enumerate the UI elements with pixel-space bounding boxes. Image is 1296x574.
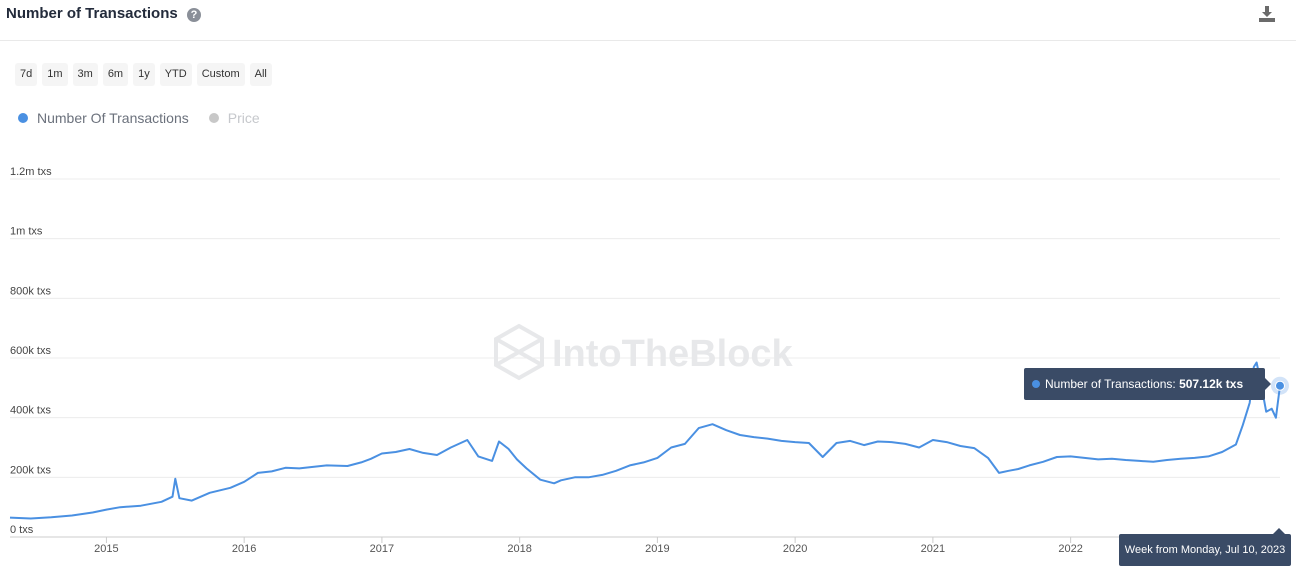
x-tick-label: 2019	[645, 543, 669, 555]
y-tick-label: 800k txs	[10, 285, 51, 297]
y-tick-label: 600k txs	[10, 345, 51, 357]
page-title: Number of Transactions	[6, 5, 178, 22]
date-tooltip-text: Week from Monday, Jul 10, 2023	[1124, 544, 1286, 556]
x-tick-label: 2016	[232, 543, 256, 555]
tooltip-arrow	[1265, 378, 1271, 390]
series-markers	[1271, 376, 1289, 395]
y-tick-label: 0 txs	[10, 524, 34, 536]
y-axis-labels: 0 txs 200k txs 400k txs 600k txs 800k txs 1m …	[10, 166, 52, 536]
series-line	[9, 361, 1281, 520]
question-circle-icon[interactable]: ?	[187, 8, 201, 22]
x-tick-label: 2017	[370, 543, 394, 555]
watermark-logo-icon	[494, 323, 544, 381]
chart-legend: Number Of Transactions Price	[18, 110, 260, 126]
tooltip-series-dot	[1032, 380, 1040, 388]
tooltip-label: Number of Transactions:	[1045, 377, 1176, 391]
range-button-ytd[interactable]: YTD	[159, 63, 192, 86]
legend-dot-price	[208, 113, 219, 123]
range-button-1m[interactable]: 1m	[42, 63, 68, 86]
chart-grid	[10, 178, 1280, 543]
watermark-text: IntoTheBlock	[552, 333, 794, 375]
hover-marker	[1275, 380, 1285, 391]
y-tick-label: 1.2m txs	[10, 166, 52, 178]
x-tick-label: 2022	[1058, 543, 1082, 555]
date-tooltip-arrow	[1273, 528, 1285, 534]
watermark: IntoTheBlock	[494, 323, 794, 381]
y-tick-label: 1m txs	[10, 226, 43, 238]
tooltip-value: 507.12k txs	[1179, 377, 1244, 391]
y-tick-label: 400k txs	[10, 405, 51, 417]
date-tooltip: Week from Monday, Jul 10, 2023	[1119, 528, 1291, 566]
series-lines	[9, 361, 1281, 520]
x-tick-label: 2015	[94, 543, 118, 555]
legend-dot-transactions	[18, 113, 28, 123]
y-tick-label: 200k txs	[10, 464, 51, 476]
range-button-7d[interactable]: 7d	[15, 63, 38, 86]
legend-item-price[interactable]: Price	[208, 110, 260, 126]
x-tick-label: 2020	[783, 543, 807, 555]
legend-label-price: Price	[227, 110, 260, 126]
range-button-custom[interactable]: Custom	[196, 63, 245, 86]
range-button-6m[interactable]: 6m	[102, 63, 129, 86]
legend-label-transactions: Number Of Transactions	[37, 110, 189, 126]
value-tooltip: Number of Transactions: 507.12k txs	[1024, 368, 1271, 400]
range-button-1y[interactable]: 1y	[133, 63, 155, 86]
legend-item-transactions[interactable]: Number Of Transactions	[18, 110, 189, 126]
chart-header: Number of Transactions ?	[0, 0, 1296, 41]
x-axis-labels: 2015 2016 2017 2018 2019 2020 2021 2022	[94, 543, 1083, 555]
x-tick-label: 2021	[921, 543, 945, 555]
time-range-selector: 7d 1m 3m 6m 1y YTD Custom All	[15, 63, 272, 86]
range-button-all[interactable]: All	[249, 63, 272, 86]
download-icon[interactable]	[1258, 5, 1276, 23]
range-button-3m[interactable]: 3m	[72, 63, 98, 86]
x-tick-label: 2018	[507, 543, 531, 555]
